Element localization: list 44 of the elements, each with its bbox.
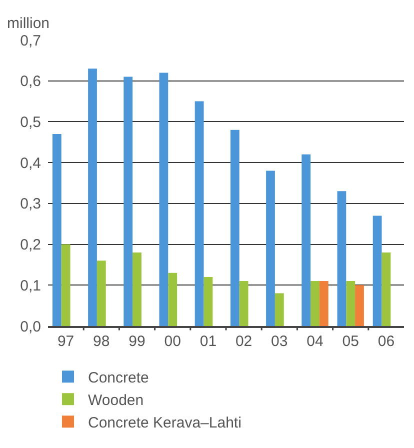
x-tick-label: 05 <box>342 332 359 350</box>
y-tick-label: 0,4 <box>20 154 41 172</box>
bar <box>274 293 284 326</box>
bar <box>124 76 133 326</box>
bar <box>230 130 240 326</box>
bar <box>204 276 213 326</box>
legend-label: Concrete Kerava–Lahti <box>88 414 242 432</box>
bar <box>159 72 168 326</box>
bar <box>319 281 328 326</box>
x-tick-label: 98 <box>93 332 110 350</box>
bar <box>168 272 178 326</box>
bar <box>372 216 382 326</box>
y-tick-label: 0,0 <box>20 318 41 336</box>
bar <box>302 154 311 326</box>
legend-label: Wooden <box>88 392 144 409</box>
bar <box>382 252 391 326</box>
bar <box>266 170 275 326</box>
x-tick-label: 00 <box>164 332 181 350</box>
bar <box>88 68 97 326</box>
x-tick-label: 04 <box>306 332 324 350</box>
bar <box>61 244 70 326</box>
y-tick-label: 0,6 <box>20 73 41 90</box>
x-tick-label: 02 <box>235 332 252 350</box>
y-axis-title: million <box>7 15 50 32</box>
legend-label: Concrete <box>88 369 149 386</box>
y-tick-label: 0,3 <box>20 196 41 213</box>
y-tick-label: 0,5 <box>20 114 41 131</box>
y-tick-label: 0,1 <box>20 277 41 294</box>
bar <box>52 134 62 326</box>
bar <box>337 191 346 326</box>
bar <box>239 281 248 326</box>
x-tick-label: 06 <box>378 332 395 350</box>
bar <box>346 281 356 326</box>
x-tick-label: 01 <box>200 332 217 350</box>
bar <box>96 260 106 326</box>
bar <box>194 101 204 326</box>
y-tick-label: 0,2 <box>20 236 41 254</box>
bar <box>310 281 320 326</box>
y-tick-label: 0,7 <box>20 32 41 50</box>
bar <box>132 252 142 326</box>
bar <box>355 285 364 326</box>
x-tick-label: 97 <box>57 332 74 350</box>
x-tick-label: 99 <box>128 332 146 350</box>
x-tick-label: 03 <box>271 332 288 350</box>
